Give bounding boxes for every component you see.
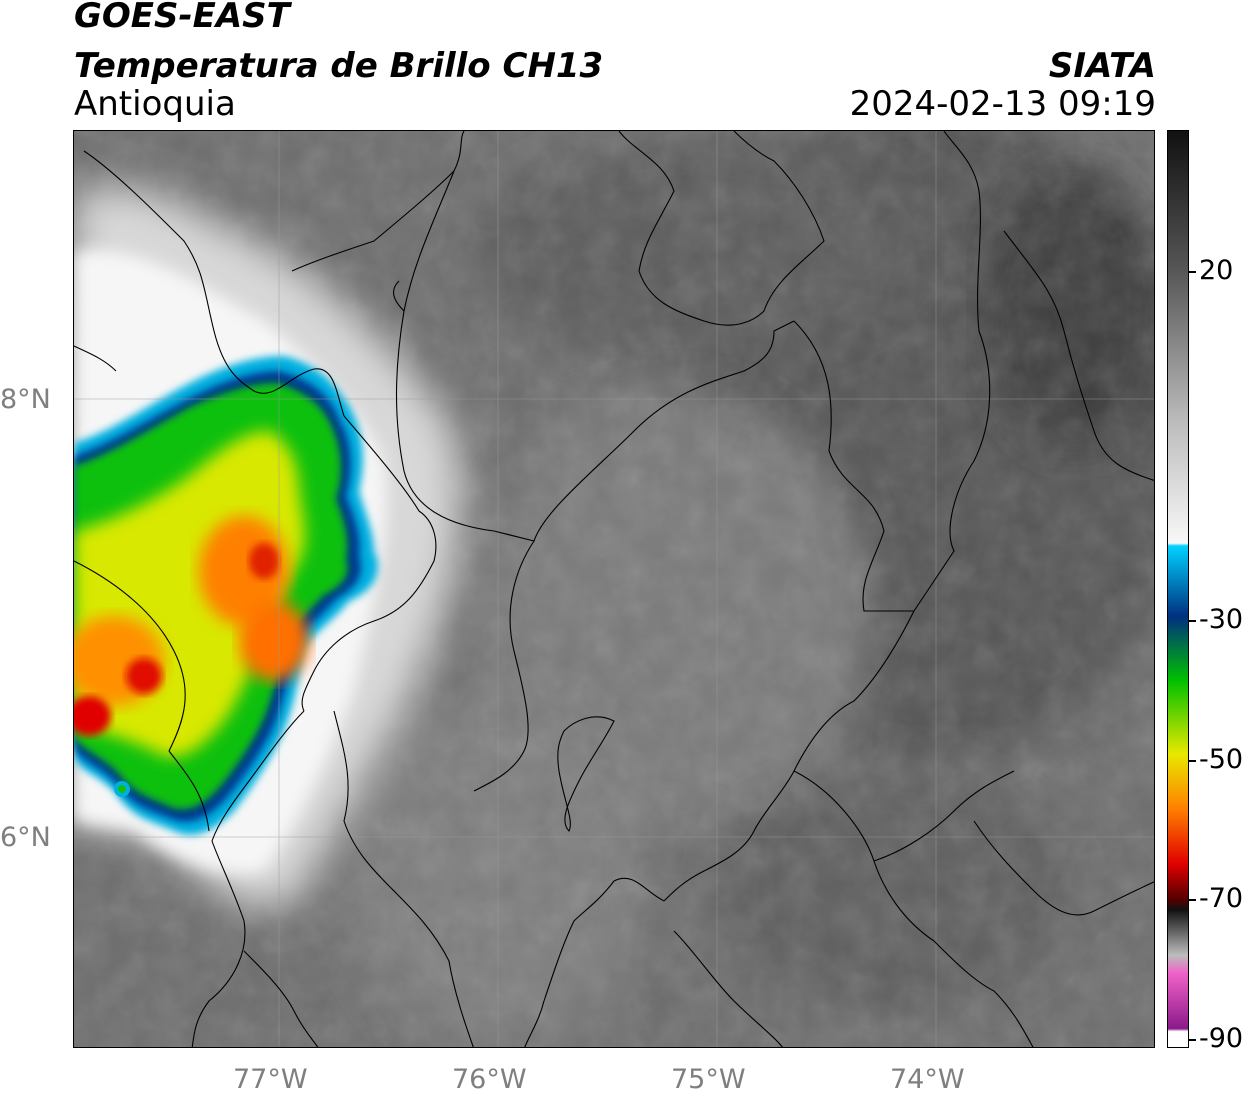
lon-label-77w: 77°W [233, 1064, 308, 1095]
colorbar [1167, 130, 1189, 1048]
boundaries [74, 131, 1154, 1047]
lon-label-76w: 76°W [452, 1064, 527, 1095]
region-label: Antioquia [74, 84, 236, 124]
graticule [74, 131, 1154, 1047]
colorbar-tick [1189, 271, 1196, 273]
colorbar-label-20: 20 [1199, 255, 1234, 286]
lat-label-6n: 6°N [0, 822, 51, 853]
satellite-title: GOES-EAST [74, 0, 290, 36]
organization-label: SIATA [1048, 46, 1156, 86]
product-title: Temperatura de Brillo CH13 [74, 46, 604, 86]
lat-label-8n: 8°N [0, 384, 51, 415]
colorbar-tick [1189, 760, 1196, 762]
map-image [74, 131, 1154, 1047]
colorbar-label-minus30: -30 [1199, 604, 1244, 635]
satellite-map[interactable] [73, 130, 1155, 1048]
lon-label-74w: 74°W [890, 1064, 965, 1095]
colorbar-label-minus50: -50 [1199, 744, 1244, 775]
colorbar-tick [1189, 1039, 1196, 1041]
datetime-label: 2024-02-13 09:19 [849, 84, 1156, 124]
lon-label-75w: 75°W [671, 1064, 746, 1095]
colorbar-label-minus90: -90 [1199, 1023, 1244, 1054]
colorbar-label-minus70: -70 [1199, 883, 1244, 914]
colorbar-tick [1189, 899, 1196, 901]
colorbar-tick [1189, 620, 1196, 622]
